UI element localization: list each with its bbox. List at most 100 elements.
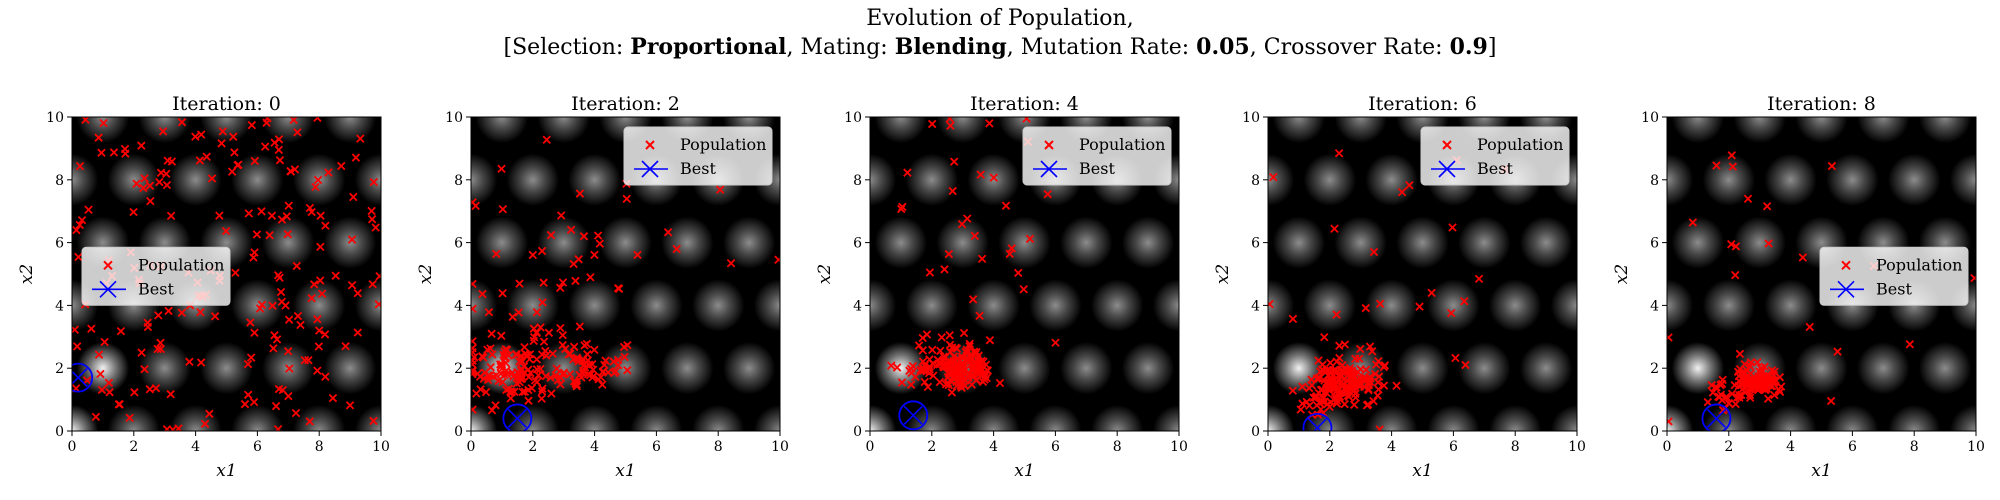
mating-value: Blending [894,34,1007,60]
landscape-peak [231,153,284,207]
subplot: 0 2 4 6 8 10 0 2 4 6 8 10 Iteration: 6 x1 x2 Population… [1213,93,1586,481]
population-point [977,356,986,366]
population-point [1339,380,1349,389]
population-point [494,376,503,386]
population-series [1268,149,1510,431]
landscape-peak [1029,404,1082,431]
population-point [553,375,563,385]
subplot-title: Iteration: 8 [1767,93,1876,115]
legend-population-marker [1044,140,1054,150]
landscape-peak [1918,117,1972,144]
population-point [532,365,542,374]
population-point [1363,400,1373,409]
population-point [250,248,259,257]
population-point [307,207,316,217]
population-point [277,215,287,224]
population-point [1316,391,1326,401]
population-point [524,396,533,405]
population-point [925,355,934,364]
landscape-peak [354,279,381,332]
population-point [569,342,579,352]
title-text: ] [1487,35,1497,60]
population-point [541,351,551,360]
legend-population-label: Population [1477,135,1563,154]
landscape-peak [200,341,253,395]
legend-population-label: Population [1079,135,1165,154]
population-point [114,400,124,409]
population-point [1354,378,1363,388]
landscape-peak [1060,341,1113,395]
population-point [539,278,548,287]
subplot: 0 2 4 6 8 10 0 2 4 6 8 10 Iteration: 4 x1 x2 Population… [815,93,1188,481]
best-point [1307,418,1328,431]
population-point [349,192,358,202]
population-point [518,387,527,397]
landscape-peak [200,117,253,144]
legend-population-marker [1442,140,1452,150]
population-point [74,252,83,262]
landscape-peak [998,216,1051,269]
best-circle [1701,403,1732,431]
population-point [97,148,106,158]
population-point [887,361,896,370]
legend: Population Best [623,126,773,186]
y-tick-label: 2 [853,361,862,377]
population-point [1770,390,1779,400]
population-point [246,318,255,327]
landscape-peak [998,341,1051,395]
population-point [940,265,949,274]
landscape-peak [1396,216,1449,269]
landscape-peak [1857,341,1910,395]
population-point [164,306,173,316]
population-point [968,295,978,304]
population-point [265,230,274,240]
population-point [1746,358,1756,367]
x-tick-label: 6 [1848,439,1857,455]
x-axis-label: x1 [1014,461,1034,481]
population-point [502,385,511,395]
population-point [950,371,959,381]
best-marker [898,400,929,431]
population-point [1355,354,1364,363]
population-point [250,156,260,166]
population-point [1743,194,1753,204]
population-point [347,280,357,290]
population-point [307,293,316,303]
x-tick-label: 10 [1967,439,1985,455]
population-point [1735,349,1745,359]
population-point [969,347,979,357]
landscape-peak [1334,216,1387,269]
population-point [116,326,126,336]
population-point [1727,240,1736,249]
y-tick-label: 8 [454,173,463,189]
population-point [1739,375,1749,384]
legend-box [81,246,231,306]
population-point [1338,360,1347,370]
population-point [200,419,210,429]
x-tick-label: 2 [1724,439,1733,455]
population-point [1460,296,1469,306]
population-point [1448,223,1457,232]
population-point [544,328,554,338]
population-point [517,364,526,374]
population-point [620,352,629,362]
y-tick-label: 0 [853,424,862,440]
population-point [1798,253,1808,262]
population-point [153,344,162,354]
population-point [492,249,501,259]
best-circle [1302,412,1333,431]
population-point [277,297,287,307]
population-point [924,368,934,378]
y-tick-label: 2 [454,361,463,377]
population-point [345,401,355,410]
population-point [1001,201,1011,210]
population-point [331,271,340,280]
landscape-peak [936,117,989,144]
population-point [196,308,205,317]
population-point [1332,357,1342,366]
population-point [471,201,480,211]
landscape-peak [568,153,621,207]
x-tick-label: 4 [590,439,599,455]
